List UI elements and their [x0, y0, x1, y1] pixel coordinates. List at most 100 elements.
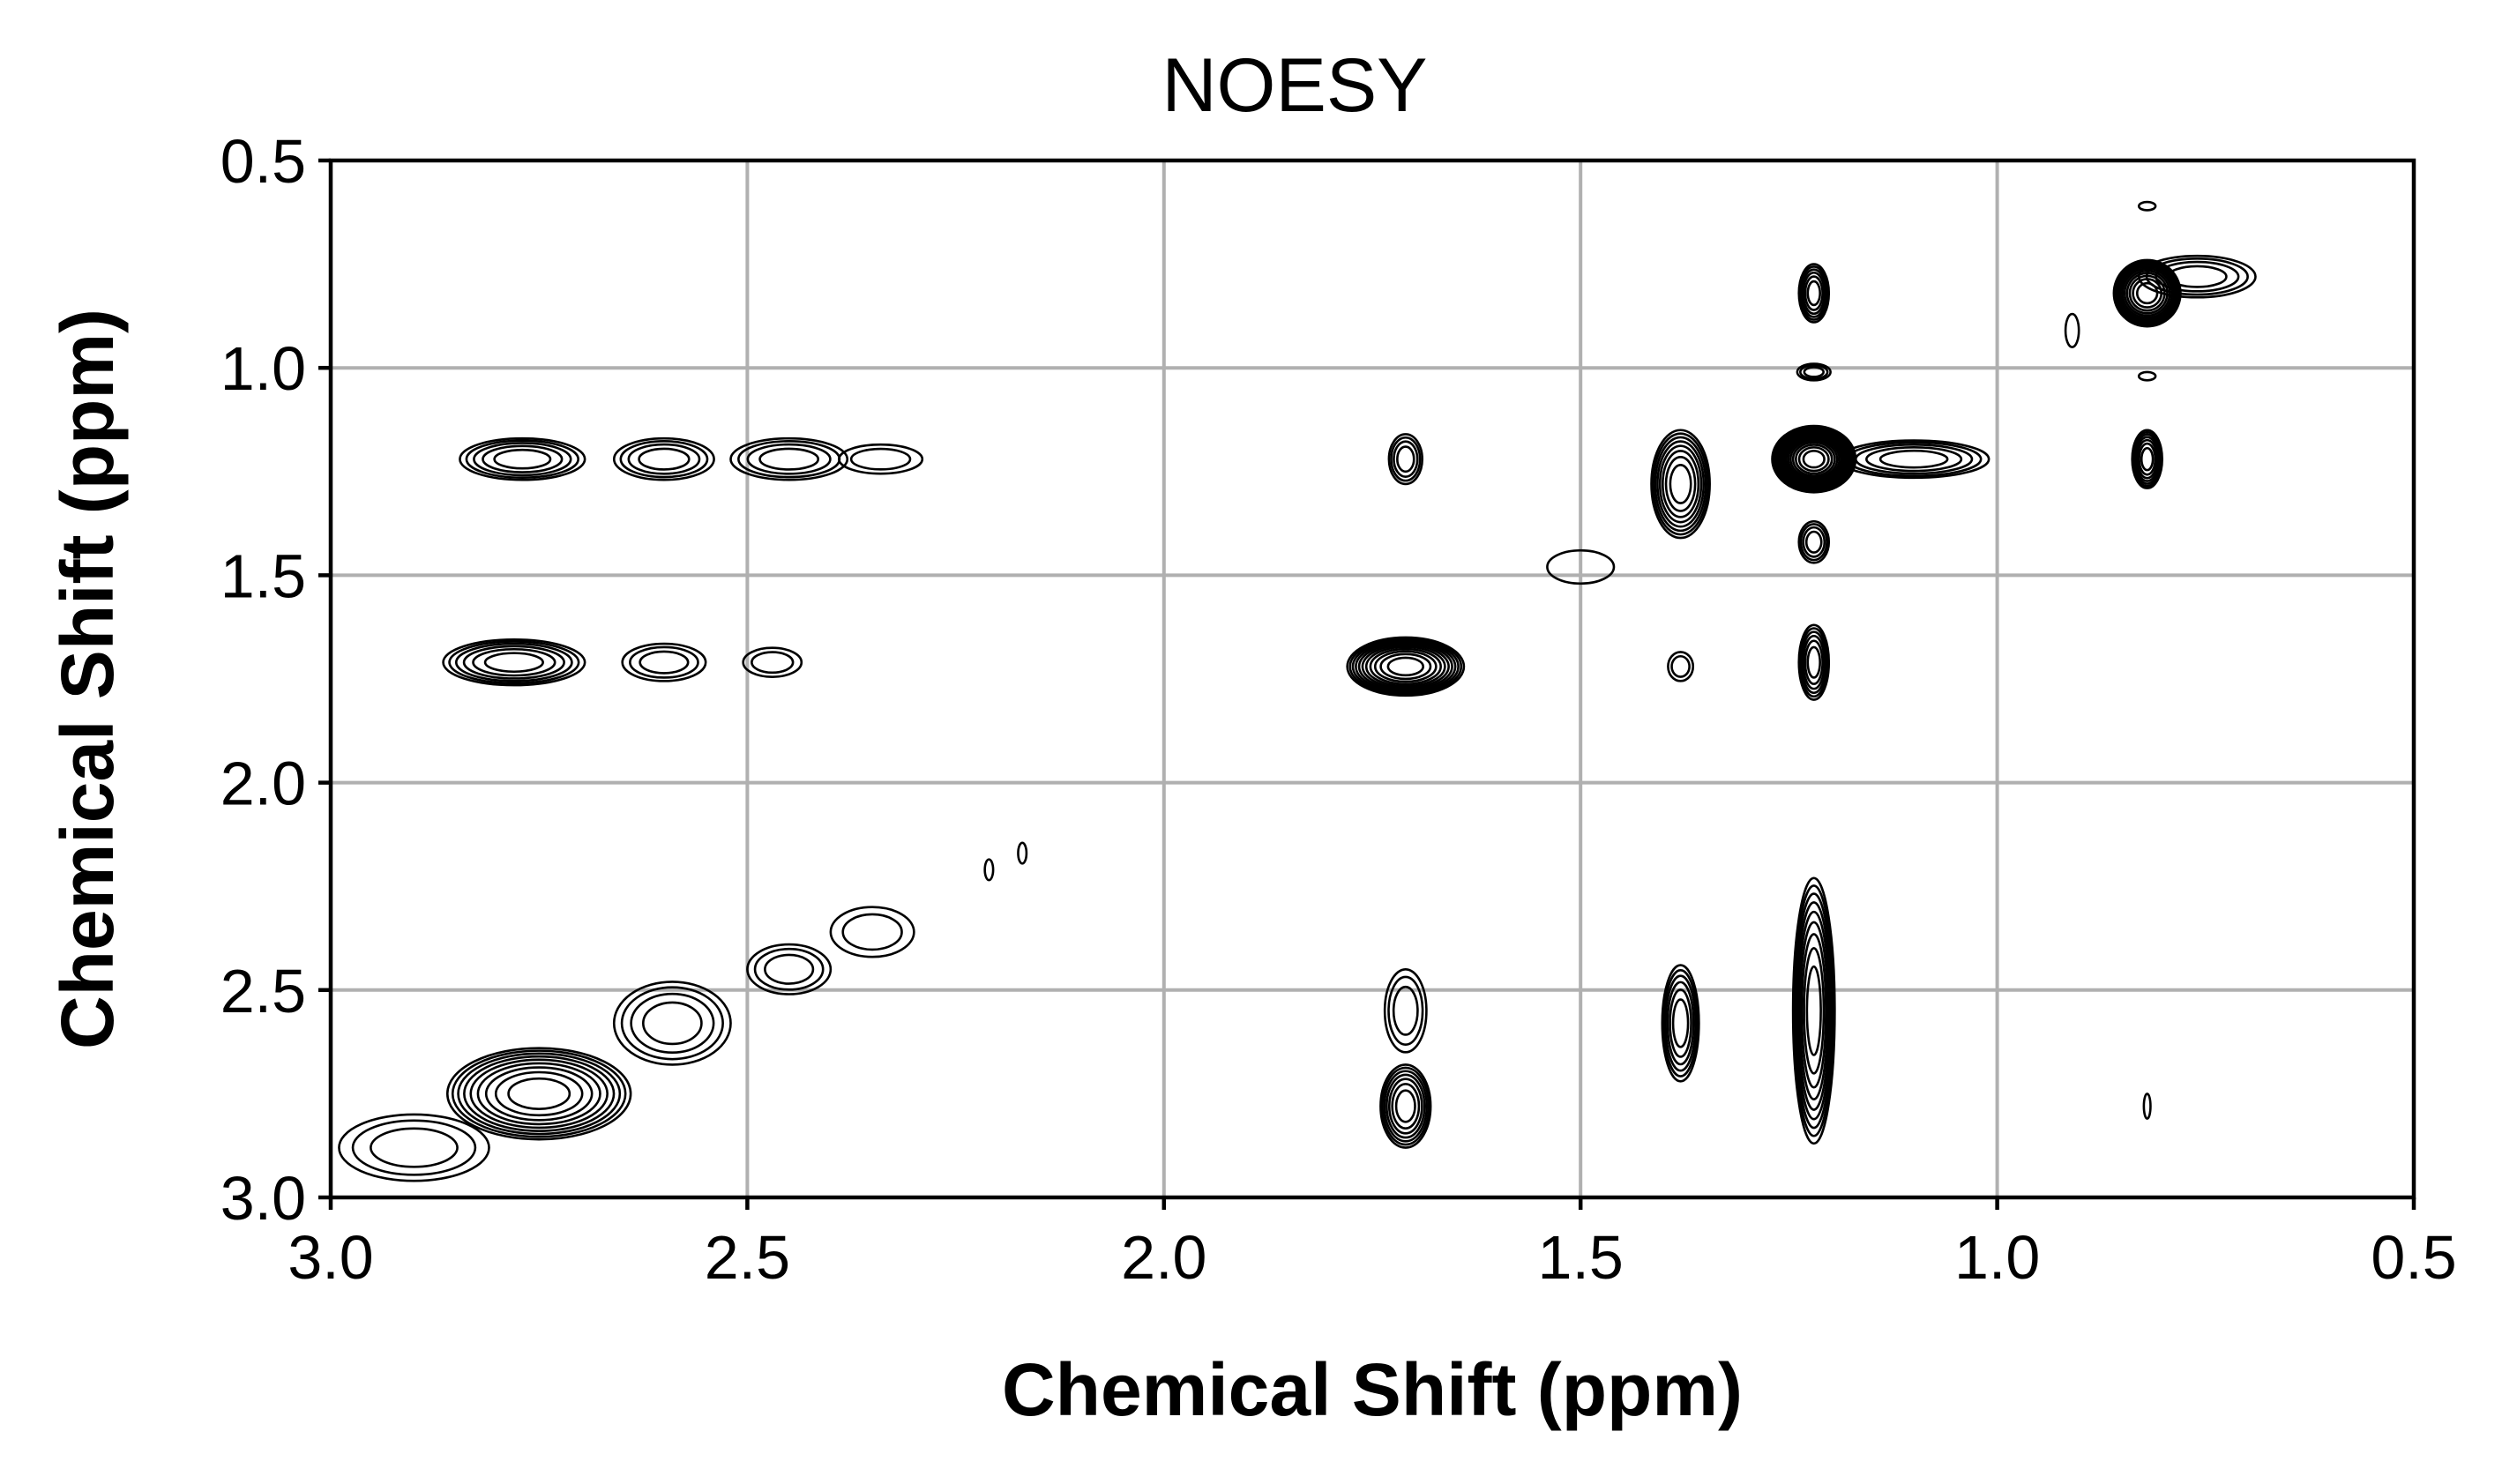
cross-peak — [612, 436, 715, 481]
contour-level — [483, 652, 544, 674]
contour-level — [1781, 433, 1847, 486]
contour-level — [1346, 636, 1466, 697]
contour-level — [2064, 312, 2080, 348]
cross-peak — [1797, 519, 1831, 564]
cross-peak — [1383, 967, 1428, 1054]
contour-level — [462, 645, 565, 680]
contour-level — [1806, 645, 1821, 679]
contour-level — [2137, 254, 2257, 299]
contour-level — [621, 642, 707, 682]
contour-level — [742, 646, 803, 678]
contour-level — [619, 440, 709, 479]
cross-peak — [1346, 636, 1466, 697]
contour-level — [2136, 438, 2159, 480]
contour-level — [445, 1047, 632, 1141]
contour-level — [746, 943, 833, 996]
x-tick-label: 1.5 — [1538, 1223, 1624, 1292]
plot-frame — [328, 158, 2416, 1200]
contour-level — [1802, 634, 1826, 690]
contour-level — [476, 1062, 601, 1126]
contour-level — [1364, 645, 1446, 688]
contour-level — [1361, 644, 1450, 690]
contour-level — [1798, 627, 1829, 698]
contour-level — [457, 1052, 622, 1136]
contour-level — [1797, 446, 1830, 473]
contour-level — [758, 447, 820, 471]
contour-level — [1793, 884, 1835, 1137]
contour-level — [629, 645, 699, 679]
contour-level — [1796, 362, 1832, 382]
cross-peak — [838, 443, 924, 475]
contour-level — [1671, 998, 1690, 1048]
contour-level — [2138, 442, 2157, 476]
x-tick-label: 1.0 — [1954, 1223, 2040, 1292]
contour-level — [1017, 841, 1028, 865]
cross-peak — [445, 1047, 632, 1141]
contour-level — [1357, 642, 1453, 691]
contour-level — [1854, 443, 1974, 475]
contour-level — [1776, 429, 1851, 489]
cross-peak — [2131, 429, 2163, 489]
contour-level — [1797, 263, 1831, 324]
contour-level — [473, 442, 572, 477]
contour-level — [638, 447, 691, 471]
contour-level — [484, 1066, 594, 1122]
cross-peak — [1546, 548, 1616, 585]
contour-level — [1654, 436, 1707, 533]
contour-level — [442, 638, 586, 687]
y-tick-label: 0.5 — [220, 127, 306, 196]
contour-level — [1393, 440, 1419, 478]
contour-level — [1797, 623, 1831, 701]
contour-level — [1546, 548, 1616, 585]
contour-level — [1796, 910, 1831, 1111]
contour-level — [2155, 260, 2240, 293]
contour-level — [1391, 1083, 1421, 1130]
cross-peak — [1387, 433, 1423, 486]
contour-level — [1670, 654, 1691, 678]
cross-peak — [983, 858, 995, 882]
chart-title: NOESY — [1161, 43, 1427, 128]
contour-level — [1800, 630, 1827, 695]
contour-level — [2166, 265, 2228, 288]
cross-peak — [729, 436, 849, 481]
contour-level — [630, 992, 715, 1054]
contour-level — [1799, 523, 1828, 562]
cross-peak — [1650, 429, 1711, 540]
contour-level — [351, 1119, 477, 1176]
contour-level — [1806, 280, 1821, 307]
contour-level — [1369, 647, 1442, 686]
contour-level — [1783, 434, 1845, 484]
contour-level — [1789, 439, 1839, 480]
contour-level — [1837, 439, 1990, 480]
cross-peak — [1661, 964, 1700, 1083]
contour-level — [1662, 969, 1699, 1078]
contour-level — [1791, 441, 1836, 477]
contour-level — [1774, 428, 1853, 490]
cross-peak — [746, 943, 833, 996]
cross-peak — [2137, 200, 2157, 212]
contour-level — [1373, 650, 1438, 683]
contour-level — [1652, 432, 1709, 536]
contour-level — [1396, 445, 1415, 474]
contour-level — [1394, 1089, 1416, 1123]
x-tick-label: 2.0 — [1121, 1223, 1206, 1292]
contour-level — [1669, 988, 1692, 1058]
cross-peak — [1667, 651, 1695, 682]
contour-level — [494, 1070, 584, 1117]
contour-level — [1661, 964, 1700, 1083]
y-tick-label: 1.5 — [220, 541, 306, 610]
contour-level — [764, 953, 815, 985]
y-tick-label: 3.0 — [220, 1164, 306, 1233]
cross-peak — [621, 642, 707, 682]
cross-peak — [2112, 258, 2182, 328]
contour-level — [841, 913, 903, 951]
contour-level — [1355, 640, 1457, 693]
contour-level — [1385, 1073, 1426, 1139]
contour-level — [1666, 981, 1695, 1066]
contour-level — [1797, 519, 1831, 564]
cross-peak — [1797, 263, 1831, 324]
cross-peak — [742, 646, 803, 678]
contour-level — [1383, 967, 1428, 1054]
contour-level — [507, 1077, 571, 1110]
contour-level — [1664, 456, 1697, 512]
